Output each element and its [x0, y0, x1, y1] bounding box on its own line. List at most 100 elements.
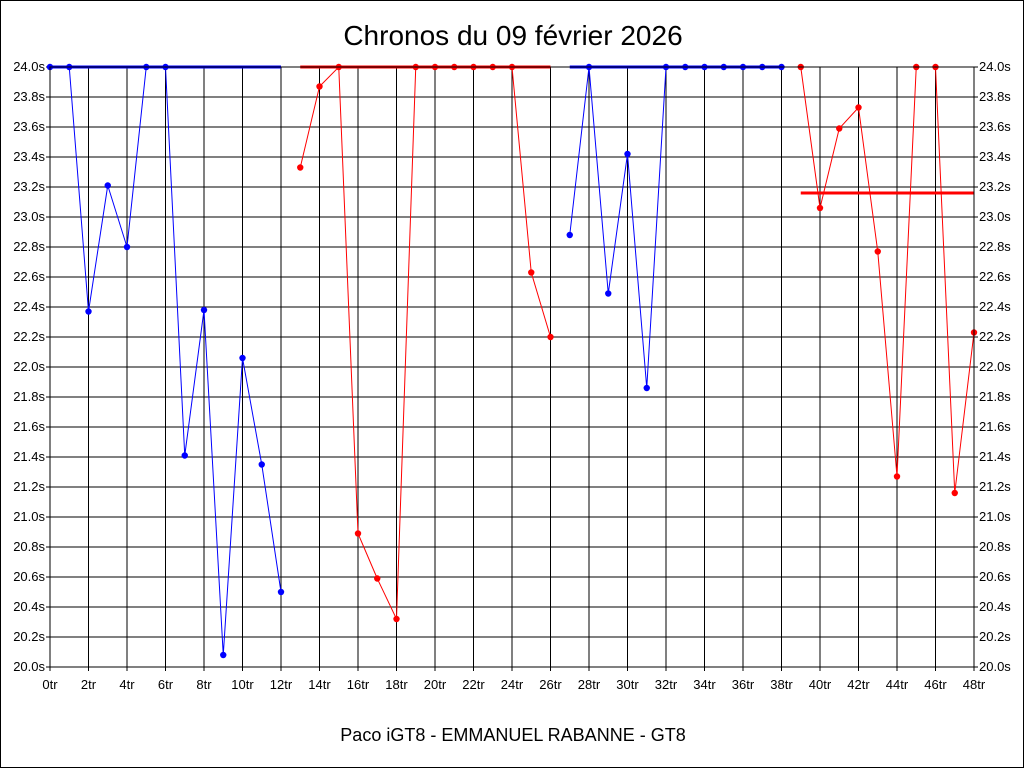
y-tick-label: 22.0s	[13, 359, 45, 374]
x-tick-label: 18tr	[385, 677, 408, 692]
data-point	[258, 461, 265, 468]
series-line	[299, 65, 551, 620]
y-tick-label-right: 20.0s	[979, 659, 1011, 674]
x-tick-label: 34tr	[693, 677, 716, 692]
data-point	[528, 269, 535, 276]
x-tick-label: 36tr	[732, 677, 755, 692]
x-tick-label: 44tr	[886, 677, 909, 692]
data-point	[220, 651, 227, 659]
y-tick-label: 21.0s	[13, 509, 45, 524]
x-tick-label: 16tr	[347, 677, 370, 692]
x-tick-label: 2tr	[81, 677, 97, 692]
x-tick-label: 0tr	[42, 677, 58, 692]
y-tick-label: 20.2s	[13, 629, 45, 644]
y-tick-label-right: 21.2s	[979, 479, 1011, 494]
x-tick-label: 40tr	[809, 677, 832, 692]
data-point	[85, 308, 92, 315]
data-point	[393, 615, 400, 623]
x-tick-label: 30tr	[616, 677, 639, 692]
y-tick-label-right: 23.2s	[979, 179, 1011, 194]
data-point	[316, 83, 323, 90]
x-tick-label: 6tr	[158, 677, 174, 692]
tick-labels: 20.0s 20.0s 20.2s 20.2s 20.4s 20.4s 20.6s 20.6s…	[13, 59, 1011, 692]
series-line	[800, 66, 975, 494]
data-point	[354, 530, 362, 537]
y-tick-label: 23.8s	[13, 89, 45, 104]
y-tick-label: 22.8s	[13, 239, 45, 254]
y-tick-label: 21.2s	[13, 479, 45, 494]
y-tick-label-right: 21.8s	[979, 389, 1011, 404]
data-point	[239, 354, 246, 362]
x-tick-label: 12tr	[270, 677, 293, 692]
y-tick-label: 24.0s	[13, 59, 45, 74]
data-point	[181, 452, 188, 459]
x-tick-label: 10tr	[231, 677, 254, 692]
data-point	[624, 150, 631, 158]
y-tick-label-right: 21.0s	[979, 509, 1011, 524]
y-tick-label: 21.8s	[13, 389, 45, 404]
x-tick-label: 26tr	[539, 677, 562, 692]
data-point	[104, 182, 111, 189]
y-tick-label-right: 20.4s	[979, 599, 1011, 614]
y-tick-label-right: 22.0s	[979, 359, 1011, 374]
y-tick-label: 22.2s	[13, 329, 45, 344]
y-tick-label: 20.4s	[13, 599, 45, 614]
y-tick-label: 21.6s	[13, 419, 45, 434]
data-point	[836, 125, 843, 132]
y-tick-label: 22.4s	[13, 299, 45, 314]
grid	[46, 66, 978, 671]
data-point	[547, 333, 554, 341]
data-point	[123, 243, 131, 251]
data-point	[297, 164, 304, 171]
y-tick-label-right: 20.6s	[979, 569, 1011, 584]
y-tick-label-right: 20.2s	[979, 629, 1011, 644]
y-tick-label: 21.4s	[13, 449, 45, 464]
y-tick-label-right: 24.0s	[979, 59, 1011, 74]
y-tick-label: 20.6s	[13, 569, 45, 584]
x-tick-label: 42tr	[847, 677, 870, 692]
data-point	[855, 104, 862, 111]
x-tick-label: 22tr	[462, 677, 485, 692]
y-tick-label-right: 23.0s	[979, 209, 1011, 224]
data-point	[605, 290, 612, 297]
series-line	[569, 66, 782, 389]
data-point	[893, 473, 901, 480]
data-point	[643, 384, 650, 392]
data-point	[277, 588, 285, 596]
y-tick-label: 20.8s	[13, 539, 45, 554]
y-tick-label-right: 21.6s	[979, 419, 1011, 434]
y-tick-label-right: 20.8s	[979, 539, 1011, 554]
data-point	[200, 306, 208, 314]
data-point	[566, 231, 573, 239]
chart-title: Chronos du 09 février 2026	[343, 20, 682, 51]
x-tick-label: 46tr	[924, 677, 947, 692]
x-tick-label: 24tr	[501, 677, 524, 692]
y-tick-label-right: 23.8s	[979, 89, 1011, 104]
chart-subtitle: Paco iGT8 - EMMANUEL RABANNE - GT8	[340, 725, 685, 745]
x-tick-label: 14tr	[308, 677, 331, 692]
data-point	[951, 489, 958, 497]
y-tick-label: 20.0s	[13, 659, 45, 674]
y-tick-label: 23.6s	[13, 119, 45, 134]
y-tick-label-right: 22.2s	[979, 329, 1011, 344]
y-tick-label-right: 23.6s	[979, 119, 1011, 134]
y-tick-label: 23.0s	[13, 209, 45, 224]
data-point	[374, 575, 381, 582]
plot-area	[49, 66, 975, 668]
x-tick-label: 28tr	[578, 677, 601, 692]
x-tick-label: 38tr	[770, 677, 793, 692]
x-tick-label: 32tr	[655, 677, 678, 692]
y-tick-label-right: 21.4s	[979, 449, 1011, 464]
data-point	[874, 248, 881, 255]
y-tick-label-right: 22.6s	[979, 269, 1011, 284]
y-tick-label: 23.2s	[13, 179, 45, 194]
data-point	[816, 204, 824, 212]
y-tick-label: 22.6s	[13, 269, 45, 284]
y-tick-label: 23.4s	[13, 149, 45, 164]
y-tick-label-right: 22.4s	[979, 299, 1011, 314]
x-tick-label: 48tr	[963, 677, 986, 692]
y-tick-label-right: 23.4s	[979, 149, 1011, 164]
y-tick-label-right: 22.8s	[979, 239, 1011, 254]
